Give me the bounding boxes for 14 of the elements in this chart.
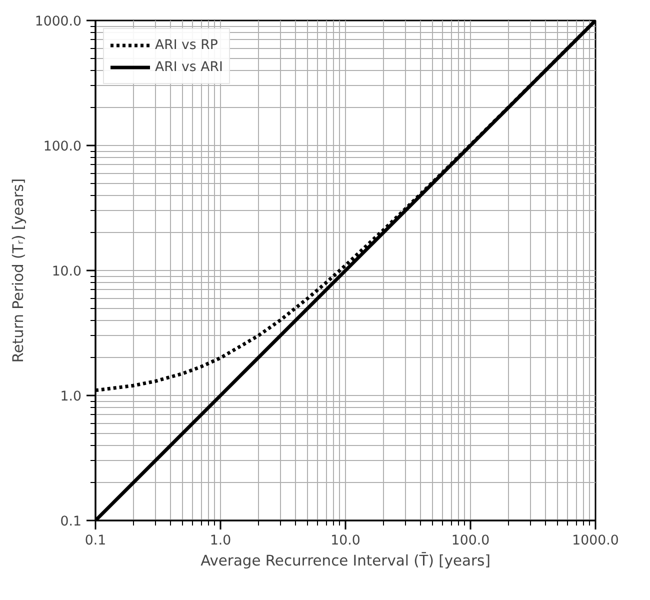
y-tick-label: 0.1 [60, 514, 82, 530]
legend-label: ARI vs RP [155, 38, 218, 52]
y-tick-label: 10.0 [52, 264, 82, 280]
x-axis-title: Average Recurrence Interval (T̄) [years] [200, 552, 490, 570]
y-axis-title: Return Period (Tᵣ) [years] [10, 178, 27, 363]
x-tick-label: 0.1 [84, 534, 106, 548]
y-tick-label: 1.0 [60, 390, 82, 404]
y-tick-label: 1000.0 [34, 14, 82, 30]
x-tick-label: 1.0 [210, 534, 232, 548]
y-tick-label: 100.0 [43, 140, 82, 154]
x-tick-label: 1000.0 [572, 534, 619, 548]
legend-label: ARI vs ARI [155, 60, 223, 74]
x-tick-label: 10.0 [330, 534, 360, 548]
x-tick-label: 100.0 [451, 534, 490, 548]
